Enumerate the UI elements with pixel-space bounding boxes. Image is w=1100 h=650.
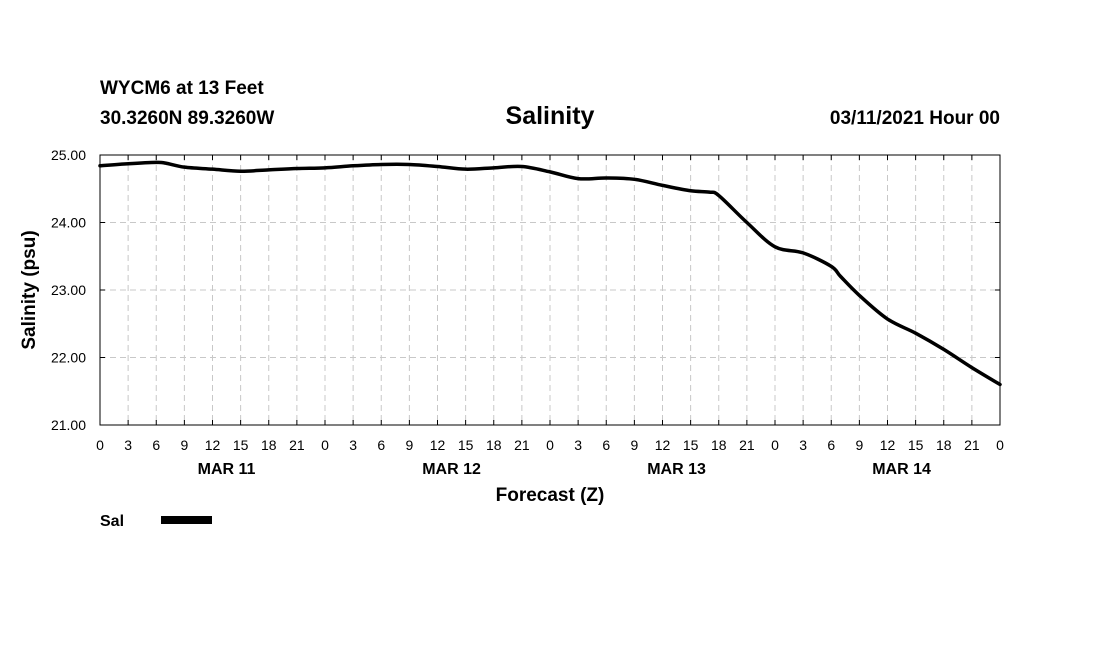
x-tick-label: 0 (996, 437, 1004, 453)
x-tick-label: 3 (349, 437, 357, 453)
x-tick-label: 18 (261, 437, 277, 453)
x-tick-label: 3 (799, 437, 807, 453)
day-label: MAR 13 (647, 461, 706, 478)
y-tick-label: 22.00 (51, 350, 86, 366)
day-label: MAR 14 (872, 461, 931, 478)
x-tick-label: 21 (739, 437, 755, 453)
x-tick-label: 0 (321, 437, 329, 453)
x-tick-label: 0 (546, 437, 554, 453)
x-tick-label: 9 (630, 437, 638, 453)
legend-swatch-sal (161, 516, 212, 524)
x-tick-label: 15 (908, 437, 924, 453)
x-tick-label: 15 (233, 437, 249, 453)
x-tick-label: 9 (405, 437, 413, 453)
x-tick-label: 3 (574, 437, 582, 453)
day-labels: MAR 11 MAR 12 MAR 13 MAR 14 (198, 461, 931, 478)
x-tick-label: 0 (96, 437, 104, 453)
x-tick-label: 21 (289, 437, 305, 453)
x-tick-labels: 0 3 6 9 12 15 18 21 0 3 6 9 12 15 18 21 0 3 6 9 12 15 18 21 0 3 6 9… (96, 437, 1004, 453)
x-tick-label: 18 (936, 437, 952, 453)
x-tick-label: 18 (486, 437, 502, 453)
x-tick-label: 15 (683, 437, 699, 453)
x-tick-label: 21 (964, 437, 980, 453)
x-tick-label: 6 (152, 437, 160, 453)
chart-title: Salinity (506, 102, 595, 130)
x-tick-label: 12 (880, 437, 896, 453)
y-tick-label: 25.00 (51, 147, 86, 163)
station-label: WYCM6 at 13 Feet (100, 78, 264, 99)
horizontal-gridlines (100, 222, 1000, 358)
y-tick-label: 21.00 (51, 417, 86, 433)
series-line-sal (98, 160, 1002, 387)
y-tick-labels: 21.00 22.00 23.00 24.00 25.00 (51, 147, 86, 433)
x-tick-label: 3 (124, 437, 132, 453)
x-tick-label: 0 (771, 437, 779, 453)
x-tick-label: 12 (205, 437, 221, 453)
plot-frame (99, 154, 1001, 426)
x-tick-label: 21 (514, 437, 530, 453)
x-tick-label: 18 (711, 437, 727, 453)
x-tick-label: 15 (458, 437, 474, 453)
y-tick-label: 23.00 (51, 282, 86, 298)
y-tick-label: 24.00 (51, 215, 86, 231)
x-tick-label: 6 (377, 437, 385, 453)
x-tick-label: 12 (430, 437, 446, 453)
axis-ticks (99, 154, 1001, 426)
x-tick-label: 9 (180, 437, 188, 453)
day-label: MAR 12 (422, 461, 481, 478)
x-tick-label: 6 (827, 437, 835, 453)
legend: Sal (100, 513, 212, 530)
datetime-label: 03/11/2021 Hour 00 (830, 108, 1000, 129)
day-label: MAR 11 (198, 461, 256, 478)
x-axis-label: Forecast (Z) (496, 485, 605, 506)
x-tick-label: 6 (602, 437, 610, 453)
legend-label-sal: Sal (100, 513, 124, 530)
y-axis-label: Salinity (psu) (19, 230, 40, 349)
coords-label: 30.3260N 89.3260W (100, 108, 274, 129)
x-tick-label: 12 (655, 437, 671, 453)
x-tick-label: 9 (855, 437, 863, 453)
